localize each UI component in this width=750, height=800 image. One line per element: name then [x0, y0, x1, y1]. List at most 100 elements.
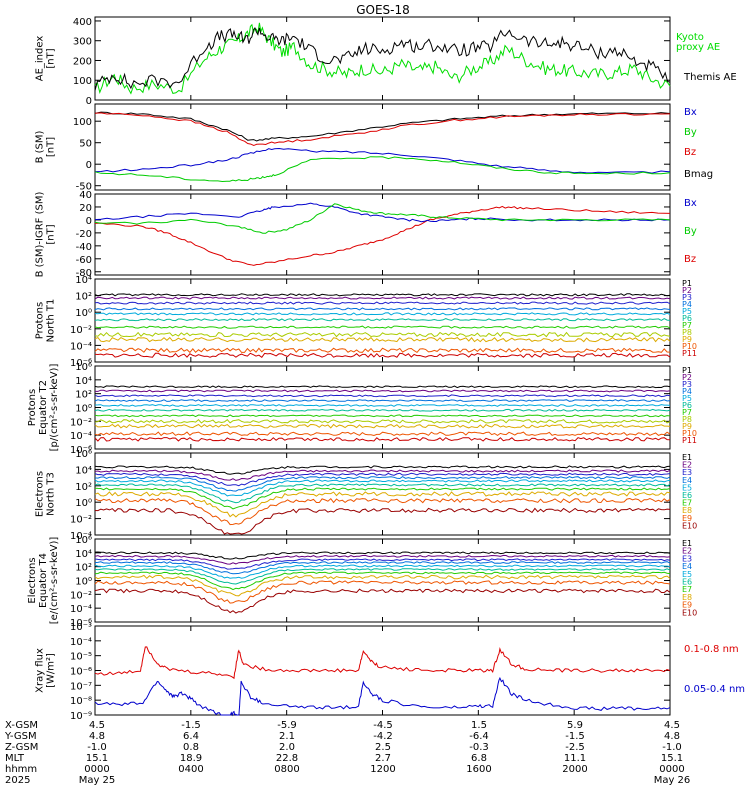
channel-legend-e3: E3 — [682, 468, 692, 477]
y-tick-label: 10⁰ — [75, 498, 92, 509]
panel-frame — [94, 278, 671, 363]
legend-entry: Bmag — [684, 169, 713, 180]
ephemeris-value: -4.2 — [373, 731, 393, 742]
channel-legend-p4: P4 — [682, 300, 692, 309]
y-tick-label: 10⁻² — [70, 325, 92, 336]
ephemeris-row-label: 2025 — [5, 775, 30, 786]
ephemeris-table: X-GSM 4.5 -1.5 -5.9 -4.5 1.5 5.9 4.5 Y-GSM 4.8 6.4… — [4, 720, 690, 786]
y-axis-label: B (SM) — [35, 130, 46, 163]
panel-frame — [94, 16, 671, 101]
series-line-0-1-0-8-nm — [94, 646, 671, 680]
ephemeris-value: 2.0 — [279, 742, 295, 753]
channel-legend-e7: E7 — [682, 499, 692, 508]
channel-legend-p7: P7 — [682, 408, 692, 417]
channel-legend-p8: P8 — [682, 415, 692, 424]
channel-legend-e3: E3 — [682, 554, 692, 563]
ephemeris-value: 1200 — [370, 764, 395, 775]
channel-line-e2 — [94, 469, 671, 481]
channel-legend-p3: P3 — [682, 380, 692, 389]
y-tick-label: 10⁻² — [70, 590, 92, 601]
ephemeris-value: 18.9 — [180, 753, 202, 764]
legend-entry: By — [684, 127, 697, 138]
channel-line-p3 — [94, 301, 671, 305]
y-tick-label: 10⁴ — [75, 275, 92, 286]
y-tick-label: 10² — [75, 563, 92, 574]
channel-legend-p8: P8 — [682, 328, 692, 337]
y-tick-label: 10⁻⁴ — [70, 341, 92, 352]
channel-line-p10 — [94, 347, 671, 354]
ephemeris-value: 0000 — [84, 764, 109, 775]
y-tick-label: 10⁻⁴ — [70, 431, 92, 442]
ephemeris-value: 4.8 — [89, 731, 105, 742]
channel-legend-e6: E6 — [682, 491, 692, 500]
channel-legend-e4: E4 — [682, 562, 692, 571]
ephemeris-value: 0400 — [178, 764, 203, 775]
ephemeris-value: 15.1 — [661, 753, 683, 764]
channel-line-p1 — [94, 293, 671, 297]
channel-line-p3 — [94, 394, 671, 398]
ephemeris-value: 4.5 — [89, 720, 105, 731]
y-axis-label: Protons — [27, 389, 38, 426]
panel-frame — [94, 452, 671, 536]
channel-legend-e9: E9 — [682, 514, 692, 523]
y-tick-label: 10² — [75, 292, 92, 303]
channel-line-p2 — [95, 389, 671, 393]
channel-line-p11 — [94, 352, 671, 358]
ephemeris-value: May 26 — [654, 775, 691, 786]
channel-legend-p5: P5 — [682, 307, 692, 316]
channel-line-e7 — [94, 487, 671, 510]
ephemeris-value: 0.8 — [183, 742, 199, 753]
y-axis-label: B (SM)-IGRF (SM) — [35, 192, 46, 278]
y-tick-label: -20 — [76, 229, 92, 240]
y-tick-label: 300 — [73, 37, 92, 48]
y-tick-label: 0 — [86, 96, 92, 107]
y-axis-label: Equator T4 — [38, 553, 49, 608]
y-tick-label: 10⁶ — [75, 535, 92, 546]
y-tick-label: -50 — [76, 182, 92, 193]
channel-legend-p11: P11 — [682, 349, 697, 358]
ephemeris-row-label: MLT — [5, 753, 25, 764]
channel-line-p9 — [94, 336, 671, 343]
ephemeris-value: 0800 — [274, 764, 299, 775]
channel-line-p6 — [94, 408, 671, 412]
channel-line-e9 — [94, 580, 671, 604]
channel-line-e1 — [94, 465, 671, 475]
plot-title: GOES-18 — [356, 3, 410, 17]
channel-line-p4 — [94, 307, 671, 311]
channel-legend-p11: P11 — [682, 436, 697, 445]
channel-line-e8 — [94, 574, 671, 597]
channel-line-e6 — [94, 568, 671, 585]
series-line-themis-ae — [94, 27, 671, 91]
channel-line-p5 — [94, 312, 671, 316]
y-tick-label: 10⁻² — [70, 417, 92, 428]
series-line-bmag — [94, 111, 671, 142]
legend-entry: By — [684, 226, 697, 237]
y-tick-label: 10⁻² — [70, 515, 92, 526]
channel-legend-p6: P6 — [682, 401, 692, 410]
series-line-bx — [94, 202, 671, 223]
ephemeris-value: 2000 — [562, 764, 587, 775]
channel-legend-p9: P9 — [682, 422, 692, 431]
series-line-bx — [94, 147, 671, 174]
channel-legend-e1: E1 — [682, 453, 692, 462]
y-axis-label: [p/(cm²-s-sr-keV)] — [49, 364, 60, 452]
ephemeris-value: 2.5 — [375, 742, 391, 753]
channel-legend-e5: E5 — [682, 483, 692, 492]
y-axis-label: [e/(cm²-s-sr-keV)] — [49, 537, 60, 625]
channel-line-p1 — [94, 385, 671, 389]
legend-entry: proxy AE — [676, 42, 720, 53]
ephemeris-row-label: X-GSM — [5, 720, 38, 731]
y-tick-label: 10² — [75, 390, 92, 401]
y-axis-label: [nT] — [46, 137, 57, 157]
channel-legend-e10: E10 — [682, 608, 697, 617]
y-axis-label: Xray flux — [35, 648, 46, 693]
channel-line-e4 — [94, 476, 671, 492]
ephemeris-value: 5.9 — [567, 720, 583, 731]
ephemeris-value: 1600 — [466, 764, 491, 775]
y-axis-label: Electrons — [27, 557, 38, 603]
y-axis-label: AE_index — [35, 36, 46, 82]
channel-line-e4 — [94, 561, 671, 575]
channel-legend-e6: E6 — [682, 578, 692, 587]
